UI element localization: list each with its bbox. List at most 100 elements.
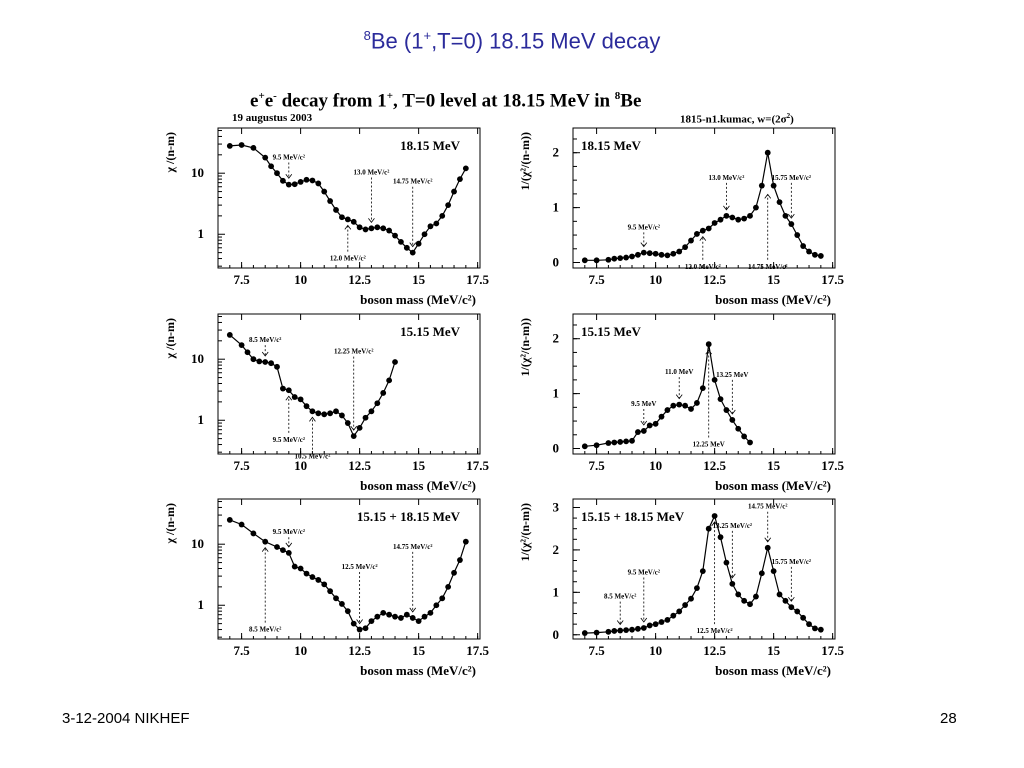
data-point (758, 570, 765, 577)
data-point (723, 212, 730, 219)
x-tick-label: 12.5 (348, 272, 371, 287)
x-tick-label: 17.5 (466, 272, 489, 287)
annotation-label: 9.5 MeV/c² (273, 436, 305, 444)
data-point (794, 232, 801, 238)
y-tick-label: 2 (553, 542, 560, 557)
data-point (747, 601, 753, 608)
annotation-label: 8.5 MeV/c² (249, 336, 281, 344)
data-point (380, 609, 387, 616)
data-point (646, 422, 653, 429)
data-point (356, 424, 363, 431)
data-point (623, 438, 630, 445)
data-point (274, 363, 280, 370)
chart-panel-left-middle: 7.5 10 12.5 15 17.5 1 10 boson mass (MeV/c²) χ /… (163, 313, 490, 493)
data-point (226, 517, 233, 523)
data-point (398, 238, 404, 245)
data-point (694, 231, 700, 237)
data-point (350, 620, 357, 627)
panel-title: 15.15 MeV (581, 324, 642, 339)
annotation-label: 12.5 MeV/c² (697, 627, 733, 635)
data-point (315, 577, 322, 583)
data-point (380, 225, 387, 232)
data-point (427, 223, 434, 230)
figure-date: 19 augustus 2003 (232, 112, 313, 124)
annotation-arrowhead (699, 236, 707, 241)
data-point (788, 221, 795, 227)
data-point (688, 237, 694, 244)
data-point (339, 601, 345, 607)
data-point (629, 253, 635, 260)
x-tick-label: 15 (412, 272, 426, 287)
data-point (362, 414, 369, 421)
data-point (758, 182, 765, 189)
plot-frame (572, 127, 836, 269)
data-point (238, 342, 245, 349)
data-point (285, 550, 292, 556)
annotation-label: 12.25 MeV (693, 441, 725, 449)
annotation-arrowhead (764, 193, 772, 199)
panel-title: 18.15 MeV (400, 138, 461, 153)
y-tick-label: 1 (198, 412, 205, 427)
data-point (581, 257, 588, 264)
x-tick-label: 12.5 (703, 643, 726, 658)
data-point (256, 358, 263, 365)
y-tick-label: 3 (553, 499, 560, 514)
data-point (339, 214, 345, 221)
annotation-arrowhead (675, 394, 683, 400)
data-point (723, 407, 730, 413)
annotation-label: 13.0 MeV/c² (353, 169, 389, 177)
data-point (741, 433, 748, 440)
data-point (705, 525, 712, 532)
data-point (309, 177, 316, 184)
data-point (817, 626, 824, 633)
annotation-label: 8.5 MeV/c² (249, 626, 281, 634)
data-point (297, 396, 304, 403)
chart-panel-right-middle: 7.5 10 12.5 15 17.5 0 1 2 boson mass (MeV/c²) 1/(… (518, 313, 845, 493)
data-point (315, 410, 322, 417)
figure-title-part: Be (620, 90, 642, 112)
x-tick-label: 12.5 (703, 272, 726, 287)
data-point (280, 547, 286, 554)
data-point (415, 618, 422, 624)
data-point (374, 400, 381, 407)
data-point (741, 215, 748, 222)
data-point (723, 559, 730, 566)
data-point (362, 226, 369, 233)
annotation-label: 12.5 MeV/c² (342, 563, 378, 571)
plot-frame (217, 313, 481, 455)
annotation-label: 9.5 MeV/c² (628, 223, 660, 231)
y-axis-label: χ /(n-m) (163, 132, 177, 174)
annotation-label: 15.75 MeV/c² (772, 174, 811, 182)
x-tick-label: 7.5 (233, 272, 250, 287)
data-point (676, 248, 683, 255)
data-point (753, 204, 759, 211)
annotation-arrowhead (616, 620, 624, 626)
x-tick-label: 15 (767, 643, 781, 658)
data-point (280, 385, 286, 392)
data-point (303, 570, 310, 577)
data-point (445, 202, 452, 209)
annotation-arrowhead (729, 573, 736, 579)
x-tick-label: 15 (412, 643, 426, 658)
data-point (705, 225, 712, 232)
data-point (652, 621, 659, 628)
y-axis-label: 1/(χ²/(n-m)) (518, 132, 532, 190)
data-point (386, 611, 393, 618)
annotation-label: 13.25 MeV (716, 371, 748, 379)
data-point (705, 341, 712, 348)
data-point (635, 625, 641, 632)
data-point (439, 212, 446, 219)
data-point (694, 400, 700, 406)
slide-title-b: ,T=0) 18.15 MeV decay (431, 28, 661, 54)
data-point (611, 628, 618, 634)
plot-frame (572, 313, 836, 455)
data-point (782, 212, 789, 219)
data-point (392, 232, 398, 239)
data-point (646, 250, 653, 257)
data-point (664, 617, 671, 623)
data-point (315, 180, 322, 187)
y-axis-label: χ /(n-m) (163, 503, 177, 545)
data-point (457, 557, 463, 563)
y-tick-label: 1 (553, 200, 560, 215)
y-tick-label: 1 (198, 597, 205, 612)
